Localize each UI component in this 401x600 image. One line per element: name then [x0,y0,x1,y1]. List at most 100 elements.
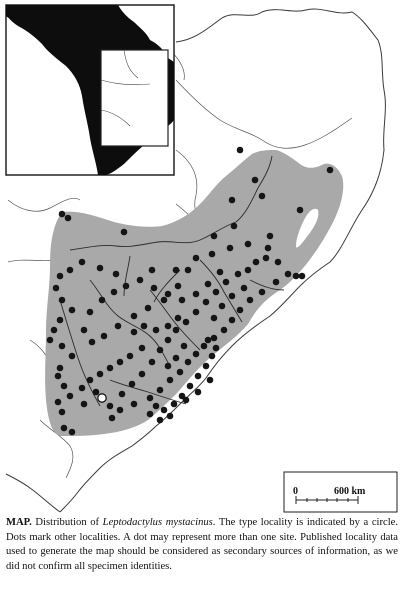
locality-dot [118,390,126,398]
locality-dot [164,362,172,370]
locality-dot [56,364,64,372]
locality-dot [92,388,100,396]
locality-dot [251,176,259,184]
locality-dot [264,244,272,252]
distribution-map: 0 600 km [5,4,398,513]
locality-dot [296,206,304,214]
scale-bar-start-label: 0 [293,486,298,497]
locality-dot [148,358,156,366]
locality-dot [192,254,200,262]
locality-dot [258,288,266,296]
locality-dot [96,264,104,272]
locality-dot [130,400,138,408]
locality-dot [236,146,244,154]
locality-dot [272,278,280,286]
scale-bar-end-label: 600 km [334,486,366,497]
locality-dot [194,372,202,380]
locality-dot [152,402,160,410]
locality-dot [80,326,88,334]
locality-dot [164,322,172,330]
locality-dot [108,414,116,422]
locality-dot [208,250,216,258]
locality-dot [192,308,200,316]
locality-dot [68,428,76,436]
locality-dot [116,406,124,414]
locality-dot [186,382,194,390]
locality-dot [204,280,212,288]
locality-dot [194,388,202,396]
locality-dot [128,380,136,388]
figure-caption: MAP. Distribution of Leptodactylus mysta… [6,516,398,574]
locality-dot [266,232,274,240]
caption-label: MAP. [6,517,32,528]
locality-dot [174,282,182,290]
locality-dot [54,372,62,380]
locality-dot [170,400,178,408]
locality-dot [236,306,244,314]
locality-dot [204,336,212,344]
locality-dot [164,336,172,344]
locality-dot [210,314,218,322]
locality-dot [100,332,108,340]
locality-dot [136,276,144,284]
locality-dot [156,386,164,394]
locality-dot [172,266,180,274]
locality-dot [58,296,66,304]
locality-dot [274,258,282,266]
locality-dot [116,358,124,366]
locality-dot [66,266,74,274]
locality-dot [152,326,160,334]
locality-dot [56,272,64,280]
locality-dot [88,338,96,346]
locality-dot [244,240,252,248]
locality-dot [64,214,72,222]
locality-dot [66,392,74,400]
locality-dot [258,192,266,200]
locality-dot [206,376,214,384]
locality-dot [60,382,68,390]
caption-text-part1: Distribution of [31,517,103,528]
locality-dot [166,412,174,420]
estuary-coast [5,473,61,513]
locality-dot [240,284,248,292]
locality-dot [178,296,186,304]
inland-gap [296,208,319,248]
locality-dot [120,228,128,236]
locality-dot [262,254,270,262]
locality-dot [210,334,218,342]
locality-dot [52,284,60,292]
locality-dot [180,342,188,350]
locality-dot [46,336,54,344]
locality-dot [298,272,306,280]
locality-dot [228,316,236,324]
locality-dot [98,296,106,304]
locality-dot [222,278,230,286]
locality-dot [192,290,200,298]
locality-dot [202,298,210,306]
locality-dot [202,362,210,370]
locality-dot [244,266,252,274]
locality-dot [212,344,220,352]
locality-dot [230,222,238,230]
locality-dot [110,288,118,296]
coastline [59,8,386,513]
locality-dot [54,398,62,406]
locality-dot [122,282,130,290]
locality-dot [192,350,200,358]
locality-dot [130,312,138,320]
locality-dot [58,342,66,350]
caption-text-part2: . The type locality is indicated by a ci… [6,517,398,572]
locality-dot [146,410,154,418]
locality-dot [284,270,292,278]
locality-dot [114,322,122,330]
locality-dot [138,370,146,378]
locality-dot [218,302,226,310]
locality-dot [112,270,120,278]
locality-dot [220,326,228,334]
locality-dot [156,416,164,424]
locality-dot [210,232,218,240]
locality-dot [216,268,224,276]
locality-dot [126,352,134,360]
locality-dot [174,314,182,322]
locality-dot [86,308,94,316]
